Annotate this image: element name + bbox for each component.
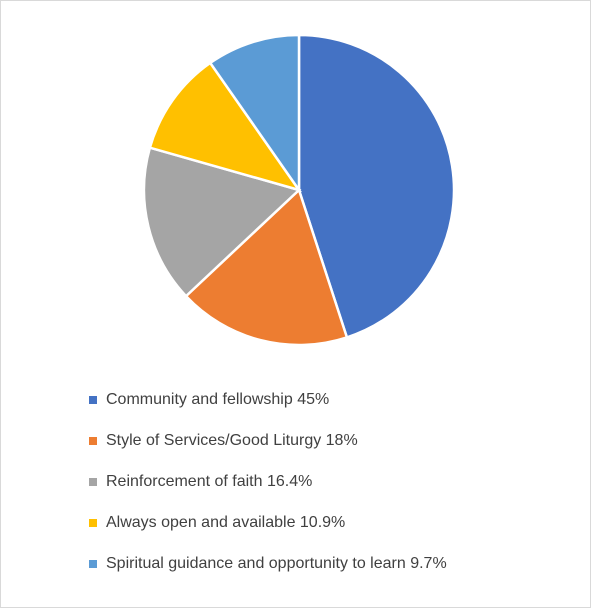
pie-slice xyxy=(148,61,303,193)
legend-swatch xyxy=(89,519,97,527)
pie-slice xyxy=(297,33,456,339)
legend-swatch xyxy=(89,396,97,404)
legend-label: Spiritual guidance and opportunity to le… xyxy=(106,555,447,572)
pie-slice xyxy=(142,146,302,298)
legend-swatch xyxy=(89,478,97,486)
legend-label: Style of Services/Good Liturgy 18% xyxy=(106,432,358,449)
legend-label: Reinforcement of faith 16.4% xyxy=(106,473,312,490)
legend-swatch xyxy=(89,437,97,445)
legend-swatch xyxy=(89,560,97,568)
pie-slice xyxy=(208,33,301,194)
pie-slice xyxy=(184,187,349,347)
legend-label: Always open and available 10.9% xyxy=(106,514,345,531)
legend-label: Community and fellowship 45% xyxy=(106,391,329,408)
